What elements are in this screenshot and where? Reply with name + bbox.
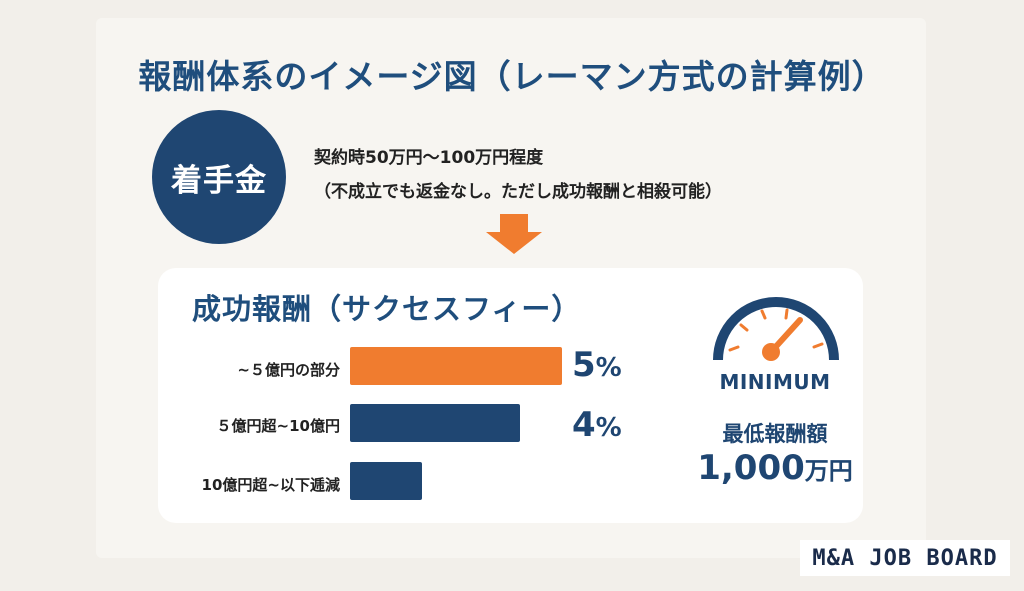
retainer-note-text: （不成立でも返金なし。ただし成功報酬と相殺可能） [314, 182, 722, 202]
tier-percent-2-unit: % [595, 413, 622, 443]
tier-percent-1-unit: % [595, 353, 622, 383]
minimum-badge: MINIMUM [719, 370, 831, 394]
tier-percent-2-value: 4 [572, 405, 596, 445]
tier-percent-1: 5% [572, 345, 622, 385]
success-fee-title: 成功報酬（サクセスフィー） [192, 292, 582, 326]
tier-percent-2: 4% [572, 405, 622, 445]
page-title: 報酬体系のイメージ図（レーマン方式の計算例） [138, 57, 886, 96]
tier-bar-3 [350, 462, 422, 500]
retainer-label: 着手金 [171, 162, 267, 199]
minimum-fee-unit: 万円 [804, 457, 853, 485]
minimum-fee-label: 最低報酬額 [722, 422, 828, 446]
tier-label-1: ~５億円の部分 [237, 361, 340, 379]
tier-percent-1-value: 5 [572, 345, 596, 385]
tier-label-3: 10億円超~以下逓減 [201, 476, 340, 494]
retainer-badge: 着手金 [152, 110, 286, 244]
brand-logo: M&A JOB BOARD [800, 540, 1010, 576]
minimum-fee-amount: 1,000万円 [680, 448, 870, 488]
tier-bar-1 [350, 347, 562, 385]
minimum-fee-number: 1,000 [697, 448, 805, 488]
tier-bar-2 [350, 404, 520, 442]
retainer-amount-text: 契約時50万円～100万円程度 [314, 148, 544, 168]
tier-label-2: ５億円超~10億円 [216, 417, 340, 435]
